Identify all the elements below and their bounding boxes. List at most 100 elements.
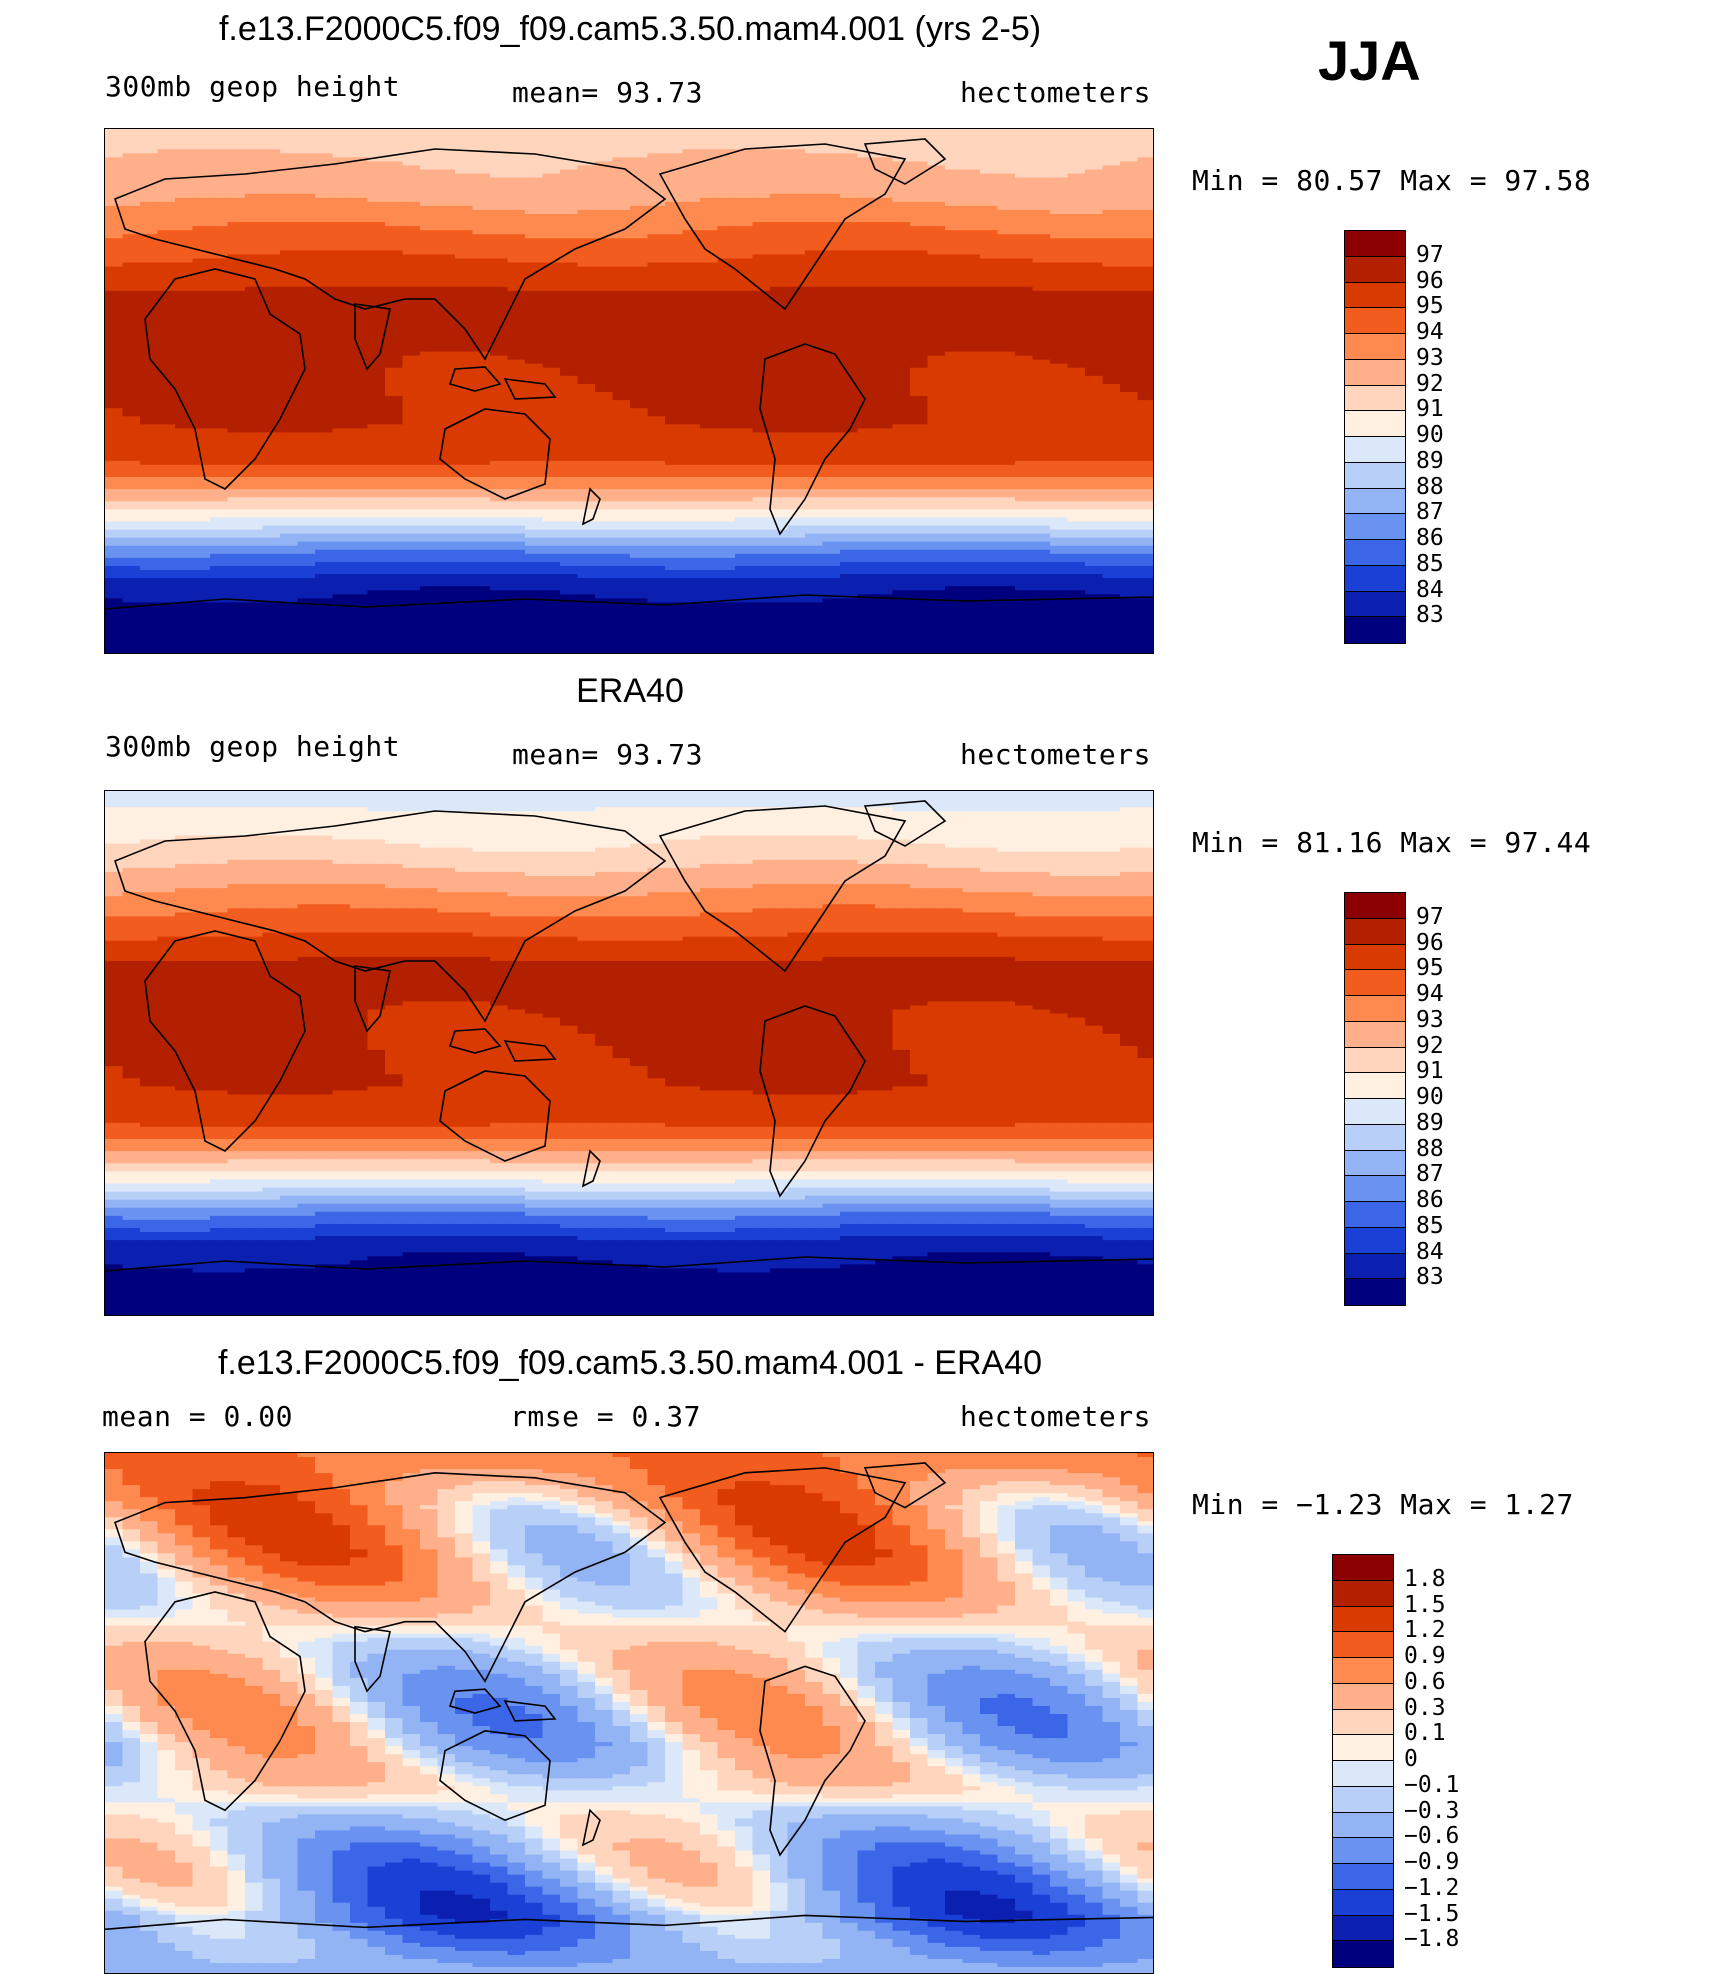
contour-cell <box>962 298 981 304</box>
contour-cell <box>1032 448 1051 454</box>
contour-cell <box>472 282 491 288</box>
contour-cell <box>122 141 141 146</box>
contour-cell <box>437 286 456 292</box>
contour-cell <box>1085 412 1104 417</box>
contour-cell <box>875 396 894 401</box>
contour-cell <box>367 343 386 349</box>
contour-cell <box>175 278 194 284</box>
contour-cell <box>997 347 1016 353</box>
contour-cell <box>175 234 194 239</box>
contour-cell <box>1050 153 1069 158</box>
contour-cell <box>262 222 281 227</box>
contour-cell <box>1102 355 1121 361</box>
contour-cell <box>682 161 701 167</box>
contour-cell <box>122 218 141 223</box>
contour-cell <box>507 161 526 167</box>
contour-cell <box>455 375 474 381</box>
contour-cell <box>297 339 316 345</box>
contour-cell <box>105 456 124 462</box>
contour-cell <box>525 181 544 187</box>
contour-cell <box>735 270 754 276</box>
contour-cell <box>1032 165 1051 171</box>
contour-cell <box>647 319 666 324</box>
contour-cell <box>192 226 211 231</box>
contour-cell <box>490 351 509 357</box>
contour-cell <box>192 396 211 401</box>
contour-cell <box>122 367 141 373</box>
contour-cell <box>945 189 964 195</box>
contour-cell <box>875 452 894 458</box>
contour-cell <box>612 452 631 458</box>
contour-cell <box>420 452 439 458</box>
contour-cell <box>560 392 579 397</box>
contour-cell <box>437 355 456 361</box>
contour-cell <box>157 213 176 219</box>
contour-cell <box>122 226 141 231</box>
contour-cell <box>560 302 579 308</box>
contour-cell <box>472 460 491 466</box>
contour-cell <box>385 145 404 150</box>
contour-cell <box>910 169 929 175</box>
contour-cell <box>227 213 246 219</box>
contour-cell <box>700 383 719 389</box>
contour-cell <box>262 347 281 353</box>
contour-cell <box>385 412 404 417</box>
contour-cell <box>717 448 736 454</box>
contour-cell <box>1120 351 1139 357</box>
contour-cell <box>227 343 246 349</box>
contour-cell <box>577 189 596 195</box>
contour-cell <box>1067 331 1086 336</box>
contour-cell <box>682 238 701 243</box>
contour-cell <box>927 460 946 466</box>
contour-cell <box>157 359 176 365</box>
contour-cell <box>927 278 946 284</box>
contour-cell <box>735 440 754 446</box>
contour-cell <box>525 201 544 207</box>
contour-cell <box>542 392 561 397</box>
contour-cell <box>665 327 684 332</box>
contour-cell <box>490 209 509 215</box>
contour-cell <box>857 412 876 417</box>
contour-cell <box>822 133 841 138</box>
contour-cell <box>945 387 964 393</box>
contour-cell <box>192 137 211 142</box>
contour-cell <box>577 355 596 361</box>
contour-cell <box>840 327 859 332</box>
contour-cell <box>280 153 299 158</box>
contour-cell <box>1067 133 1086 138</box>
contour-cell <box>402 222 421 227</box>
contour-cell <box>665 218 684 223</box>
contour-cell <box>455 242 474 247</box>
contour-cell <box>682 396 701 401</box>
contour-cell <box>577 343 596 349</box>
contour-cell <box>647 383 666 389</box>
contour-cell <box>787 153 806 158</box>
contour-cell <box>577 169 596 175</box>
contour-cell <box>1120 266 1139 272</box>
contour-cell <box>1102 392 1121 397</box>
contour-cell <box>1137 375 1153 381</box>
contour-cell <box>630 246 649 251</box>
contour-cell <box>297 383 316 389</box>
contour-cell <box>857 193 876 199</box>
contour-cell <box>560 133 579 138</box>
contour-cell <box>192 436 211 442</box>
contour-cell <box>630 145 649 150</box>
contour-cell <box>525 375 544 381</box>
contour-cell <box>787 432 806 438</box>
contour-cell <box>1032 185 1051 191</box>
contour-cell <box>332 327 351 332</box>
contour-cell <box>472 133 491 138</box>
contour-cell <box>700 420 719 425</box>
contour-cell <box>157 416 176 421</box>
contour-cell <box>350 290 369 296</box>
contour-cell <box>367 416 386 421</box>
contour-cell <box>332 262 351 268</box>
contour-cell <box>560 396 579 401</box>
contour-cell <box>297 153 316 158</box>
contour-cell <box>927 234 946 239</box>
contour-cell <box>1085 193 1104 199</box>
contour-cell <box>1015 315 1034 320</box>
contour-cell <box>962 197 981 203</box>
contour-cell <box>577 133 596 138</box>
